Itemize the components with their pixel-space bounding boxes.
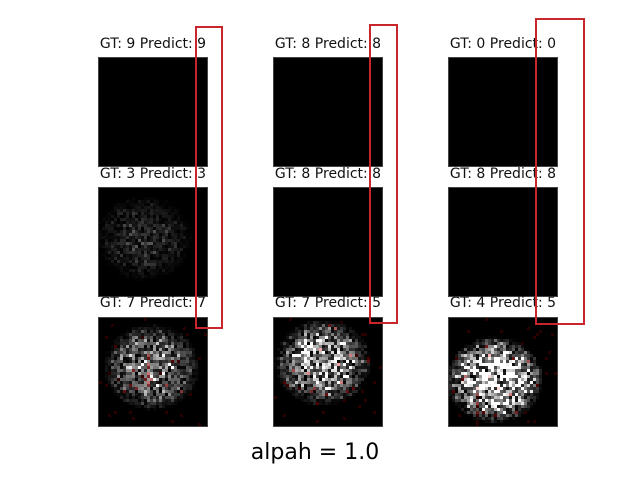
tile-title-r3c2: GT: 7 Predict: 5: [274, 295, 382, 311]
saliency-map-r3c1: [98, 317, 208, 427]
tile-title-r1c1: GT: 9 Predict: 9: [99, 36, 207, 52]
saliency-map-r2c2: [273, 187, 383, 297]
saliency-map-r1c3: [448, 57, 558, 167]
saliency-map-r1c1: [98, 57, 208, 167]
saliency-map-r2c1: [98, 187, 208, 297]
tile-title-r2c3: GT: 8 Predict: 8: [449, 166, 557, 182]
saliency-map-r3c3: [448, 317, 558, 427]
tile-title-r1c2: GT: 8 Predict: 8: [274, 36, 382, 52]
figure-caption: alpah = 1.0: [250, 440, 380, 465]
saliency-map-r3c2: [273, 317, 383, 427]
tile-title-r1c3: GT: 0 Predict: 0: [449, 36, 557, 52]
tile-title-r2c1: GT: 3 Predict: 3: [99, 166, 207, 182]
saliency-map-r2c3: [448, 187, 558, 297]
tile-title-r3c1: GT: 7 Predict: 7: [99, 295, 207, 311]
highlight-box-col2: [369, 24, 398, 324]
highlight-box-col3: [535, 18, 585, 325]
tile-title-r2c2: GT: 8 Predict: 8: [274, 166, 382, 182]
tile-title-r3c3: GT: 4 Predict: 5: [449, 295, 557, 311]
highlight-box-col1: [195, 26, 223, 329]
saliency-map-r1c2: [273, 57, 383, 167]
